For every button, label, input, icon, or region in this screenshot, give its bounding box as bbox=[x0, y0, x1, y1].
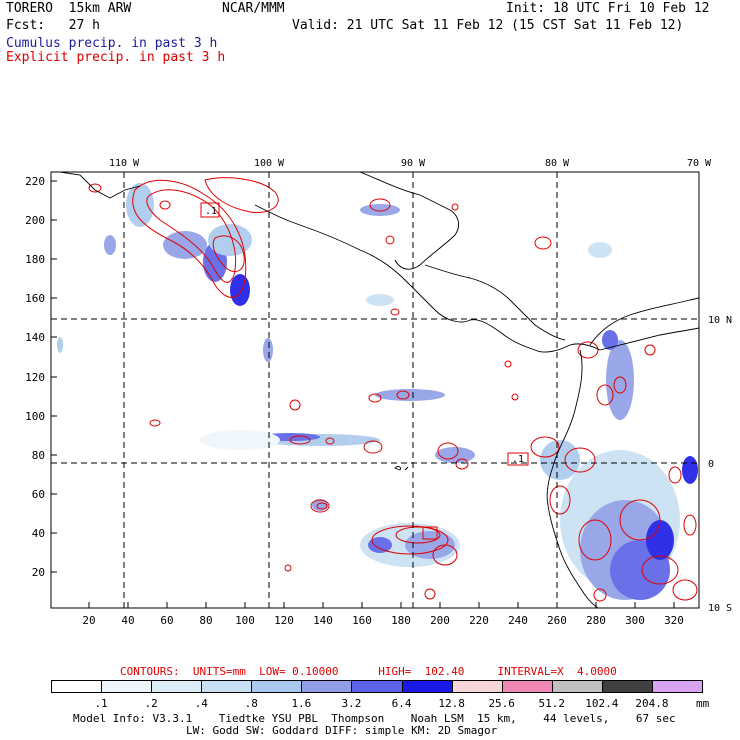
contours-info: CONTOURS: UNITS=mm LOW= 0.10000 HIGH= 10… bbox=[120, 665, 617, 678]
color-bar-label: 6.4 bbox=[391, 697, 412, 710]
y-tick-label: 60 bbox=[32, 488, 45, 501]
legend-explicit: Explicit precip. in past 3 h bbox=[6, 50, 226, 65]
color-bar-label: 204.8 bbox=[635, 697, 669, 710]
y-tick-label: 120 bbox=[25, 371, 45, 384]
y-tick-label: 40 bbox=[32, 527, 45, 540]
x-tick-label: 80 bbox=[199, 614, 212, 627]
physics-info: LW: Godd SW: Goddard DIFF: simple KM: 2D… bbox=[186, 724, 498, 737]
y-tick-label: 180 bbox=[25, 253, 45, 266]
color-bar-swatch bbox=[651, 680, 703, 693]
color-bar-swatch bbox=[51, 680, 103, 693]
color-bar-label: 51.2 bbox=[538, 697, 566, 710]
color-bar-swatch bbox=[151, 680, 203, 693]
x-tick-label: 240 bbox=[508, 614, 528, 627]
color-bar-label: 12.8 bbox=[438, 697, 465, 710]
color-bar-label: 1.6 bbox=[291, 697, 312, 710]
color-bar-swatch bbox=[101, 680, 153, 693]
x-tick-label: 300 bbox=[625, 614, 645, 627]
color-bar-swatch bbox=[551, 680, 603, 693]
x-tick-label: 280 bbox=[586, 614, 606, 627]
x-tick-label: 120 bbox=[274, 614, 294, 627]
y-tick-label: 80 bbox=[32, 449, 45, 462]
contour-label: .1 bbox=[205, 206, 217, 217]
map-frame bbox=[50, 171, 700, 609]
model-info: Model Info: V3.3.1 Tiedtke YSU PBL Thomp… bbox=[73, 712, 676, 725]
x-tick-label: 160 bbox=[352, 614, 372, 627]
init-time: Init: 18 UTC Fri 10 Feb 12 bbox=[506, 1, 710, 16]
y-tick-label: 200 bbox=[25, 214, 45, 227]
x-tick-label: 60 bbox=[160, 614, 173, 627]
lon-label: 70 W bbox=[687, 158, 712, 169]
y-tick-label: 160 bbox=[25, 292, 45, 305]
model-title: TORERO 15km ARW bbox=[6, 1, 132, 16]
x-tick-label: 260 bbox=[547, 614, 567, 627]
lon-label: 80 W bbox=[545, 158, 570, 169]
y-tick-label: 100 bbox=[25, 410, 45, 423]
x-tick-label: 140 bbox=[313, 614, 333, 627]
color-bar-swatch bbox=[201, 680, 253, 693]
lat-label: 10 S bbox=[708, 603, 732, 614]
color-bar-label: .8 bbox=[244, 697, 258, 710]
y-tick-label: 20 bbox=[32, 566, 45, 579]
x-tick-label: 220 bbox=[469, 614, 489, 627]
color-bar-label: 3.2 bbox=[341, 697, 362, 710]
color-bar-swatch bbox=[351, 680, 403, 693]
forecast-hour: Fcst: 27 h bbox=[6, 18, 100, 33]
color-bar-label: 102.4 bbox=[585, 697, 619, 710]
x-tick-label: 320 bbox=[664, 614, 684, 627]
x-tick-label: 180 bbox=[391, 614, 411, 627]
y-tick-label: 220 bbox=[25, 175, 45, 188]
color-bar-swatch bbox=[401, 680, 453, 693]
lon-label: 110 W bbox=[109, 158, 140, 169]
lat-label: 10 N bbox=[708, 315, 732, 326]
legend-cumulus: Cumulus precip. in past 3 h bbox=[6, 36, 218, 51]
color-bar-label: 25.6 bbox=[488, 697, 515, 710]
x-tick-label: 200 bbox=[430, 614, 450, 627]
latlon-grid bbox=[51, 172, 699, 608]
cumulus-precip-area bbox=[57, 183, 698, 600]
color-bar-label: .2 bbox=[144, 697, 158, 710]
color-bar-swatch bbox=[601, 680, 653, 693]
x-tick-label: 20 bbox=[82, 614, 95, 627]
valid-time: Valid: 21 UTC Sat 11 Feb 12 (15 CST Sat … bbox=[292, 18, 684, 33]
color-bar-label: .4 bbox=[194, 697, 208, 710]
org-label: NCAR/MMM bbox=[222, 1, 285, 16]
color-bar-swatch bbox=[251, 680, 303, 693]
colorbar-unit: mm bbox=[696, 697, 710, 710]
y-tick-label: 140 bbox=[25, 331, 45, 344]
color-bar-swatch bbox=[501, 680, 553, 693]
axis-ticks bbox=[51, 180, 675, 608]
lon-label: 100 W bbox=[254, 158, 285, 169]
color-bar-swatch bbox=[451, 680, 503, 693]
lon-label: 90 W bbox=[401, 158, 426, 169]
color-bar-swatch bbox=[301, 680, 353, 693]
color-bar-label: .1 bbox=[94, 697, 108, 710]
lat-label: 0 bbox=[708, 459, 714, 470]
contour-label: .1 bbox=[512, 454, 524, 465]
coastlines bbox=[59, 172, 699, 608]
x-tick-label: 40 bbox=[121, 614, 134, 627]
explicit-precip-contours bbox=[88, 177, 698, 602]
x-tick-label: 100 bbox=[235, 614, 255, 627]
